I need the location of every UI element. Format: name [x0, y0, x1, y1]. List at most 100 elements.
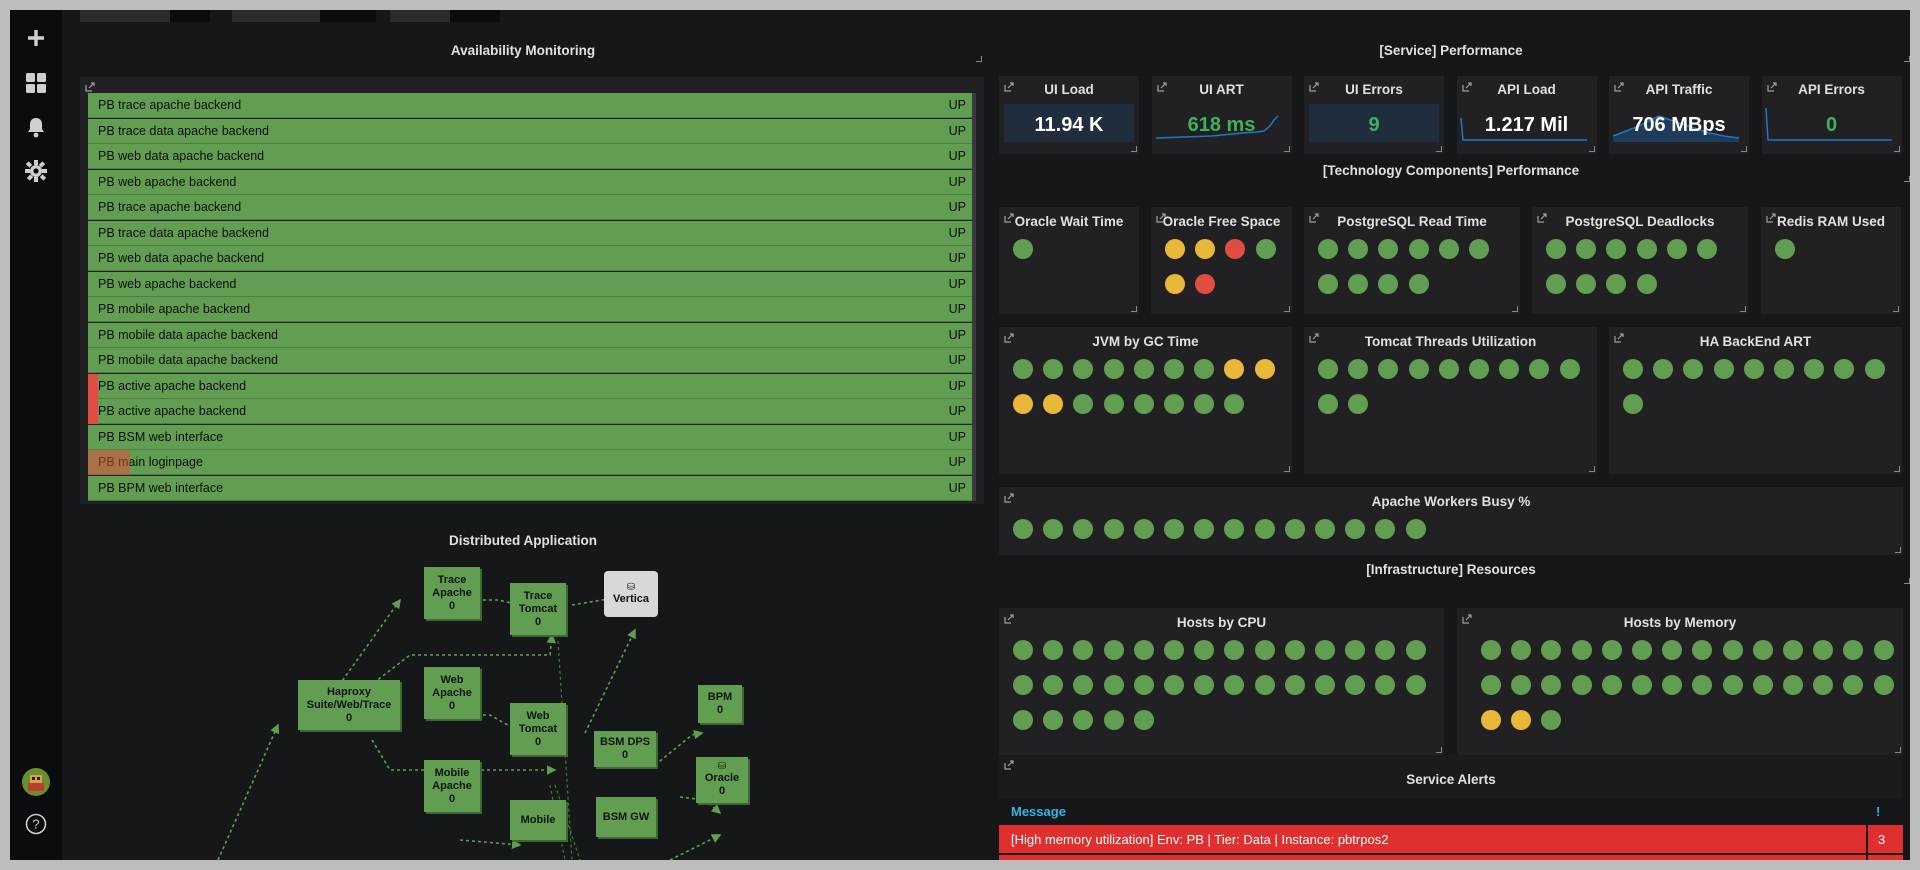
status-dot[interactable]: [1632, 640, 1652, 660]
status-dot[interactable]: [1348, 274, 1369, 294]
external-link-icon[interactable]: [1004, 79, 1014, 92]
status-dot[interactable]: [1315, 519, 1335, 539]
status-panel[interactable]: Oracle Free Space: [1151, 207, 1292, 314]
status-dot[interactable]: [1408, 239, 1429, 259]
status-dot[interactable]: [1103, 710, 1124, 730]
status-dot[interactable]: [1073, 519, 1094, 539]
status-panel[interactable]: Tomcat Threads Utilization: [1304, 327, 1597, 474]
availability-row[interactable]: PB web data apache backend UP: [88, 246, 974, 271]
availability-row[interactable]: PB trace apache backend UP: [88, 93, 974, 118]
status-dot[interactable]: [1348, 359, 1369, 379]
status-dot[interactable]: [1873, 640, 1894, 660]
status-dot[interactable]: [1481, 675, 1501, 695]
status-dot[interactable]: [1683, 359, 1704, 379]
status-dot[interactable]: [1653, 359, 1674, 379]
external-link-icon[interactable]: [1766, 210, 1776, 223]
external-link-icon[interactable]: [1462, 611, 1472, 624]
status-dot[interactable]: [1195, 274, 1216, 294]
status-dot[interactable]: [1318, 239, 1338, 259]
status-dot[interactable]: [1752, 675, 1773, 695]
status-dot[interactable]: [1194, 675, 1215, 695]
status-dot[interactable]: [1375, 640, 1396, 660]
status-panel[interactable]: JVM by GC Time: [999, 327, 1292, 474]
status-dot[interactable]: [1606, 239, 1627, 259]
dashboards-icon[interactable]: [22, 69, 50, 97]
external-link-icon[interactable]: [1614, 330, 1624, 343]
avatar[interactable]: [22, 768, 50, 796]
status-dot[interactable]: [1133, 675, 1154, 695]
status-dot[interactable]: [1408, 359, 1429, 379]
status-dot[interactable]: [1224, 640, 1245, 660]
resize-handle[interactable]: [1894, 466, 1900, 472]
status-dot[interactable]: [1073, 359, 1094, 379]
status-dot[interactable]: [1133, 359, 1154, 379]
external-link-icon[interactable]: [85, 79, 95, 92]
status-dot[interactable]: [1194, 640, 1215, 660]
external-link-icon[interactable]: [1004, 611, 1014, 624]
status-dot[interactable]: [1843, 675, 1864, 695]
message-column-header[interactable]: Message: [1011, 804, 1066, 819]
variable-select[interactable]: [450, 10, 500, 22]
resize-handle[interactable]: [1895, 747, 1901, 753]
bell-icon[interactable]: [22, 113, 50, 141]
status-dot[interactable]: [1165, 239, 1185, 259]
status-dot[interactable]: [1775, 239, 1795, 259]
availability-row[interactable]: PB BSM web interface UP: [88, 424, 974, 450]
external-link-icon[interactable]: [1004, 210, 1014, 223]
resize-handle[interactable]: [1284, 466, 1290, 472]
availability-row[interactable]: PB mobile apache backend UP: [88, 297, 974, 322]
status-dot[interactable]: [1224, 394, 1245, 414]
status-panel[interactable]: PostgreSQL Read Time: [1304, 207, 1520, 314]
status-dot[interactable]: [1529, 359, 1550, 379]
status-dot[interactable]: [1345, 519, 1366, 539]
status-dot[interactable]: [1073, 675, 1094, 695]
status-dot[interactable]: [1284, 519, 1305, 539]
status-dot[interactable]: [1133, 519, 1154, 539]
external-link-icon[interactable]: [1309, 210, 1319, 223]
resize-handle[interactable]: [1284, 306, 1290, 312]
status-panel[interactable]: Redis RAM Used: [1761, 207, 1901, 314]
count-column-header[interactable]: !: [1876, 804, 1881, 819]
availability-row[interactable]: PB mobile data apache backend UP: [88, 322, 974, 348]
status-dot[interactable]: [1511, 640, 1532, 660]
status-dot[interactable]: [1722, 675, 1743, 695]
status-dot[interactable]: [1662, 640, 1683, 660]
resize-handle[interactable]: [1904, 578, 1910, 584]
stat-panel[interactable]: UI ART 618 ms: [1151, 76, 1292, 154]
status-dot[interactable]: [1013, 359, 1033, 379]
external-link-icon[interactable]: [1156, 79, 1167, 92]
status-dot[interactable]: [1481, 710, 1501, 730]
status-dot[interactable]: [1804, 359, 1825, 379]
status-dot[interactable]: [1873, 675, 1894, 695]
node-bpm[interactable]: BPM 0: [698, 685, 742, 723]
status-dot[interactable]: [1254, 675, 1275, 695]
resize-handle[interactable]: [1895, 547, 1901, 553]
status-dot[interactable]: [1405, 640, 1426, 660]
status-dot[interactable]: [1541, 640, 1562, 660]
status-dot[interactable]: [1623, 359, 1643, 379]
status-dot[interactable]: [1559, 359, 1580, 379]
availability-row[interactable]: PB web apache backend UP: [88, 169, 974, 195]
availability-row[interactable]: PB mobile data apache backend UP: [88, 348, 974, 373]
node-bsm-dps[interactable]: BSM DPS 0: [594, 731, 656, 767]
availability-row[interactable]: PB trace data apache backend UP: [88, 220, 974, 246]
availability-row[interactable]: PB active apache backend UP: [88, 399, 974, 424]
external-link-icon[interactable]: [1461, 79, 1472, 92]
status-dot[interactable]: [1133, 394, 1154, 414]
node-haproxy[interactable]: Haproxy Suite/Web/Trace 0: [298, 680, 400, 730]
external-link-icon[interactable]: [1004, 757, 1014, 770]
status-dot[interactable]: [1601, 640, 1622, 660]
status-dot[interactable]: [1255, 239, 1276, 259]
stat-panel[interactable]: UI Errors 9: [1304, 76, 1444, 154]
status-dot[interactable]: [1375, 519, 1396, 539]
status-dot[interactable]: [1576, 239, 1597, 259]
availability-row[interactable]: PB web data apache backend UP: [88, 144, 974, 169]
status-dot[interactable]: [1375, 675, 1396, 695]
status-dot[interactable]: [1164, 394, 1184, 414]
status-panel[interactable]: Oracle Wait Time: [999, 207, 1139, 314]
resize-handle[interactable]: [1904, 56, 1910, 62]
status-dot[interactable]: [1541, 710, 1562, 730]
node-oracle[interactable]: ⛁ Oracle 0: [696, 757, 748, 803]
resize-handle[interactable]: [1893, 146, 1900, 152]
availability-row[interactable]: PB web apache backend UP: [88, 271, 974, 297]
